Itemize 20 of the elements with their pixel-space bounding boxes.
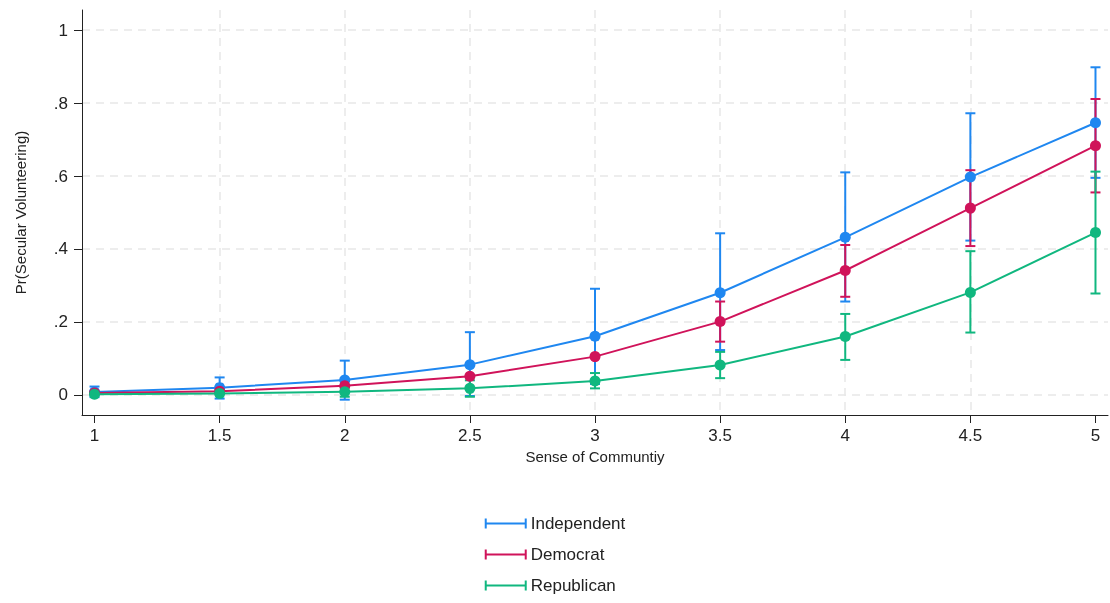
x-tick-label: 2.5 [458,426,482,445]
y-tick-label: 0 [58,385,68,405]
x-tick-label: 4 [840,426,850,445]
x-tick-label: 3 [590,426,600,445]
legend-label: Republican [530,576,616,595]
y-tick-label: .6 [53,166,68,186]
y-tick-label: .4 [53,239,68,259]
x-tick-label: 1.5 [207,426,232,445]
x-tick-label: 1 [89,426,100,445]
x-tick-label: 5 [1090,426,1101,445]
legend-label: Independent [530,514,626,533]
x-tick-label: 3.5 [708,426,732,445]
y-axis-title: Pr(Secular Volunteering) [12,130,29,295]
legend-label: Democrat [530,545,605,564]
x-axis-title: Sense of Communtiy [525,448,666,465]
x-tick-label: 4.5 [958,426,983,445]
y-tick-label: 1 [58,20,68,40]
x-tick-label: 2 [340,426,350,445]
y-tick-label: .2 [53,312,68,332]
y-tick-label: .8 [53,93,68,113]
